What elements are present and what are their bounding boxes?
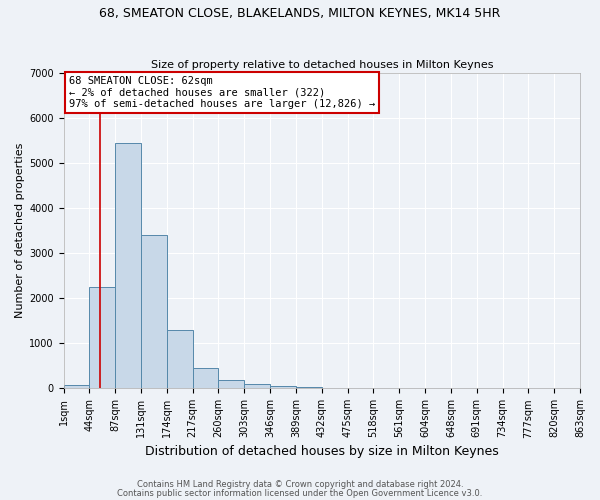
Bar xyxy=(141,235,167,388)
Bar xyxy=(296,386,322,388)
Bar xyxy=(244,384,270,388)
Bar xyxy=(115,142,141,388)
Bar xyxy=(270,386,296,388)
Bar xyxy=(89,287,115,388)
Bar xyxy=(167,330,193,388)
Text: 68, SMEATON CLOSE, BLAKELANDS, MILTON KEYNES, MK14 5HR: 68, SMEATON CLOSE, BLAKELANDS, MILTON KE… xyxy=(100,8,500,20)
X-axis label: Distribution of detached houses by size in Milton Keynes: Distribution of detached houses by size … xyxy=(145,444,499,458)
Bar xyxy=(193,368,218,388)
Text: Contains HM Land Registry data © Crown copyright and database right 2024.: Contains HM Land Registry data © Crown c… xyxy=(137,480,463,489)
Bar xyxy=(64,385,89,388)
Title: Size of property relative to detached houses in Milton Keynes: Size of property relative to detached ho… xyxy=(151,60,493,70)
Text: 68 SMEATON CLOSE: 62sqm
← 2% of detached houses are smaller (322)
97% of semi-de: 68 SMEATON CLOSE: 62sqm ← 2% of detached… xyxy=(68,76,375,109)
Y-axis label: Number of detached properties: Number of detached properties xyxy=(15,143,25,318)
Bar xyxy=(218,380,244,388)
Text: Contains public sector information licensed under the Open Government Licence v3: Contains public sector information licen… xyxy=(118,488,482,498)
